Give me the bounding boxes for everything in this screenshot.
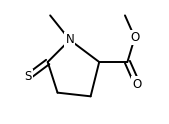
Text: O: O [133,78,142,91]
Text: N: N [65,33,74,46]
Text: O: O [130,31,139,44]
Text: S: S [24,70,32,83]
